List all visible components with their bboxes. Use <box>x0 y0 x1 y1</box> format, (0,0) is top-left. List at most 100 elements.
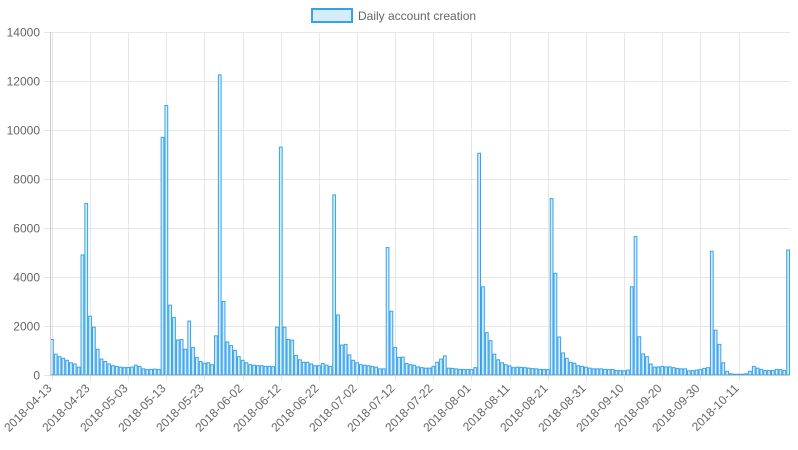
bar[interactable] <box>637 336 642 376</box>
bar[interactable] <box>706 367 710 376</box>
bar[interactable] <box>603 368 607 376</box>
bar[interactable] <box>313 365 317 376</box>
bar[interactable] <box>290 339 295 376</box>
bar[interactable] <box>61 357 66 376</box>
bar[interactable] <box>595 368 600 376</box>
bar[interactable] <box>57 356 62 376</box>
bar[interactable] <box>755 367 760 376</box>
bar[interactable] <box>393 347 398 376</box>
bar[interactable] <box>122 367 127 376</box>
bar[interactable] <box>214 335 218 376</box>
bar[interactable] <box>91 326 96 376</box>
bar[interactable] <box>301 361 306 376</box>
bar[interactable] <box>503 364 508 376</box>
bar[interactable] <box>343 343 348 376</box>
bar[interactable] <box>149 368 153 376</box>
bar[interactable] <box>191 347 195 376</box>
bar[interactable] <box>721 362 726 376</box>
bar[interactable] <box>65 359 70 376</box>
bar[interactable] <box>99 358 104 376</box>
bar[interactable] <box>507 365 512 376</box>
bar[interactable] <box>667 366 672 376</box>
bar[interactable] <box>198 361 203 376</box>
bar[interactable] <box>103 361 108 376</box>
bar[interactable] <box>576 365 581 376</box>
bar[interactable] <box>568 361 573 376</box>
bar[interactable] <box>713 329 718 376</box>
bar[interactable] <box>259 365 264 376</box>
bar[interactable] <box>416 366 420 376</box>
bar[interactable] <box>370 365 375 376</box>
bar[interactable] <box>736 373 741 376</box>
bar[interactable] <box>763 370 768 376</box>
bar[interactable] <box>675 367 680 376</box>
bar[interactable] <box>252 364 256 376</box>
bar[interactable] <box>179 338 184 376</box>
bar[interactable] <box>133 364 138 376</box>
bar[interactable] <box>267 365 272 376</box>
bar[interactable] <box>244 362 249 376</box>
bar[interactable] <box>618 370 623 376</box>
bar[interactable] <box>709 250 714 376</box>
bar[interactable] <box>496 359 501 376</box>
bar[interactable] <box>633 236 638 376</box>
bar[interactable] <box>545 369 550 376</box>
bar[interactable] <box>168 304 173 376</box>
bar[interactable] <box>53 353 58 376</box>
bar[interactable] <box>72 363 77 376</box>
bar[interactable] <box>626 369 630 376</box>
bar[interactable] <box>477 152 481 376</box>
bar[interactable] <box>130 366 134 376</box>
bar[interactable] <box>145 369 150 376</box>
bar[interactable] <box>408 364 413 376</box>
bar[interactable] <box>328 365 333 376</box>
bar[interactable] <box>744 373 749 376</box>
bar[interactable] <box>511 367 516 376</box>
bar[interactable] <box>740 373 745 376</box>
bar[interactable] <box>786 249 790 376</box>
bar[interactable] <box>263 365 268 376</box>
bar[interactable] <box>641 353 646 376</box>
bar[interactable] <box>729 373 733 376</box>
bar[interactable] <box>450 367 455 376</box>
bar[interactable] <box>381 368 386 376</box>
bar[interactable] <box>332 194 337 376</box>
bar[interactable] <box>317 365 321 376</box>
bar[interactable] <box>671 367 676 376</box>
bar[interactable] <box>698 369 703 376</box>
bar[interactable] <box>153 368 157 376</box>
bar[interactable] <box>236 356 241 376</box>
bar[interactable] <box>488 340 493 376</box>
bar[interactable] <box>347 354 352 376</box>
bar[interactable] <box>748 370 752 376</box>
bar[interactable] <box>435 361 440 376</box>
bar[interactable] <box>80 254 85 376</box>
bar[interactable] <box>320 362 325 376</box>
bar[interactable] <box>156 368 161 376</box>
bar[interactable] <box>88 315 92 376</box>
bar[interactable] <box>606 369 611 376</box>
bar[interactable] <box>614 370 619 376</box>
bar[interactable] <box>587 367 592 376</box>
bar[interactable] <box>297 359 302 376</box>
bar[interactable] <box>622 370 626 376</box>
bar[interactable] <box>759 368 764 376</box>
bar[interactable] <box>652 366 657 376</box>
bar[interactable] <box>446 367 451 376</box>
bar[interactable] <box>656 366 661 376</box>
bar[interactable] <box>770 370 775 376</box>
bar[interactable] <box>160 136 165 376</box>
bar[interactable] <box>580 365 584 376</box>
bar[interactable] <box>378 368 382 376</box>
bar[interactable] <box>248 364 253 376</box>
bar[interactable] <box>599 368 604 376</box>
bar[interactable] <box>389 310 394 376</box>
bar[interactable] <box>175 339 180 376</box>
bar[interactable] <box>286 338 291 376</box>
bar[interactable] <box>355 362 359 376</box>
bar[interactable] <box>751 365 756 376</box>
bar[interactable] <box>336 314 340 376</box>
bar[interactable] <box>118 366 123 376</box>
bar[interactable] <box>564 357 569 376</box>
bar[interactable] <box>111 365 115 376</box>
